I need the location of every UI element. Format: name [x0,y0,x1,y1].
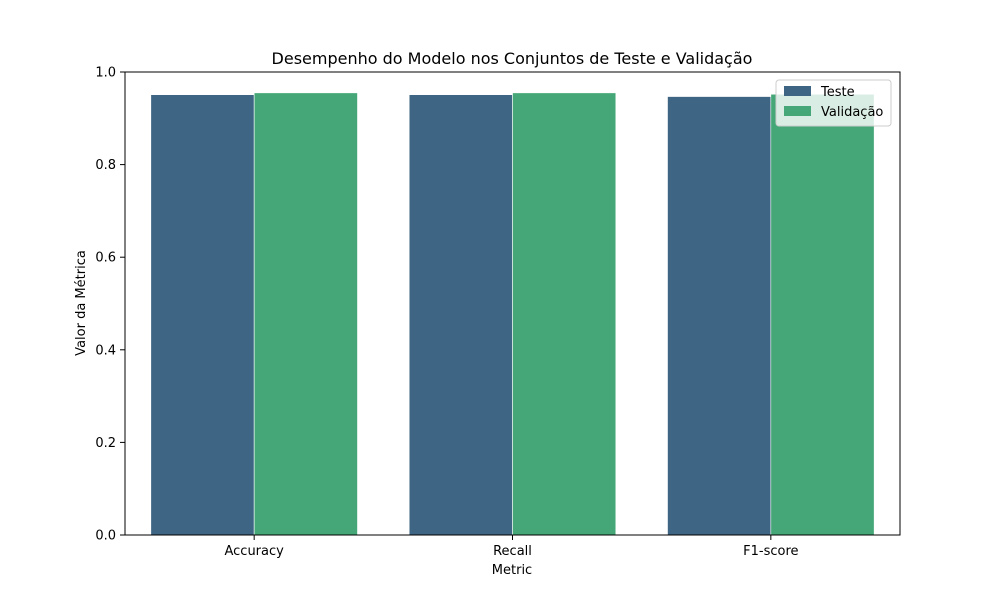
y-tick-label: 0.6 [95,251,116,266]
bar-teste-accuracy [150,94,255,536]
bar-teste-recall [408,94,513,536]
bar-validacao-accuracy [253,92,358,536]
y-tick-label: 0.2 [95,436,116,451]
bars-group [150,92,875,536]
y-tick-label: 1.0 [95,66,116,81]
x-tick-label: Recall [493,544,532,559]
chart-title: Desempenho do Modelo nos Conjuntos de Te… [272,49,753,68]
y-tick-label: 0.8 [95,158,116,173]
y-tick-label: 0.4 [95,343,116,358]
legend-swatch-teste [784,86,811,96]
legend-label-teste: Teste [820,85,855,100]
y-tick-label: 0.0 [95,529,116,544]
legend: Teste Validação [775,79,892,127]
x-axis-label: Metric [492,563,532,578]
legend-swatch-validacao [784,106,811,116]
x-tick-label: F1-score [743,544,798,559]
y-axis: 0.0 0.2 0.4 0.6 0.8 1.0 [95,66,125,544]
bar-validacao-f1-score [770,93,875,536]
bar-teste-f1-score [667,96,772,536]
x-tick-label: Accuracy [224,544,284,559]
y-axis-label: Valor da Métrica [74,250,89,356]
x-axis: Accuracy Recall F1-score [224,535,799,559]
legend-label-validacao: Validação [821,105,883,120]
bar-validacao-recall [512,92,617,536]
